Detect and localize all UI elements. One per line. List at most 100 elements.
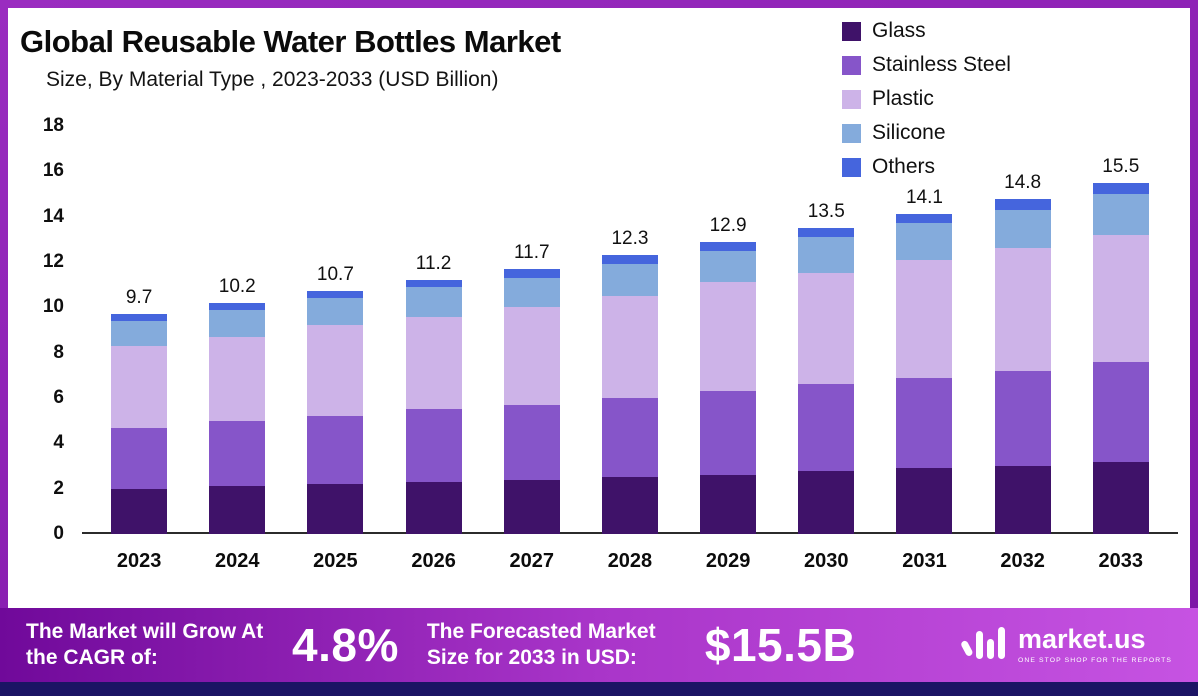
legend-label-others: Others <box>872 155 936 178</box>
x-axis-label-2031: 2031 <box>902 550 947 572</box>
forecast-label: The Forecasted Market Size for 2033 in U… <box>426 619 656 669</box>
segment-others-2030 <box>798 227 855 238</box>
bar-stack-2031 <box>896 214 953 534</box>
segment-stainless-steel-2025 <box>307 416 364 485</box>
y-axis-tick-6: 6 <box>53 387 64 408</box>
segment-plastic-2026 <box>405 316 462 410</box>
segment-silicone-2028 <box>601 264 658 297</box>
segment-silicone-2030 <box>798 237 855 274</box>
bar-stack-2028 <box>601 255 658 534</box>
y-axis-tick-2: 2 <box>53 477 64 499</box>
segment-others-2029 <box>700 241 757 251</box>
bar-column-2033: 15.5 2033 <box>1072 126 1169 590</box>
x-axis-label-2032: 2032 <box>1000 550 1045 572</box>
legend-item-glass: Glass <box>842 14 1011 48</box>
segment-glass-2026 <box>405 481 462 534</box>
segment-others-2032 <box>994 198 1051 210</box>
legend-swatch-plastic <box>842 89 861 109</box>
bar-column-2023: 9.7 2023 <box>90 126 187 590</box>
bar-column-2029: 12.9 2029 <box>680 126 777 590</box>
segment-others-2027 <box>503 268 560 278</box>
segment-silicone-2029 <box>700 250 757 283</box>
legend-item-stainless-steel: Stainless Steel <box>842 48 1011 82</box>
cagr-label: The Market will Grow At the CAGR of: <box>26 619 264 669</box>
segment-glass-2032 <box>994 466 1051 534</box>
bar-column-2032: 14.8 2032 <box>974 126 1071 590</box>
segment-stainless-steel-2030 <box>798 384 855 471</box>
bar-total-label-2026: 11.2 <box>415 253 452 275</box>
x-axis-label-2024: 2024 <box>215 550 260 572</box>
segment-stainless-steel-2027 <box>503 404 560 480</box>
segment-stainless-steel-2033 <box>1092 361 1149 462</box>
segment-plastic-2027 <box>503 307 560 405</box>
segment-silicone-2033 <box>1092 194 1149 235</box>
segment-plastic-2031 <box>896 259 953 378</box>
x-axis-label-2027: 2027 <box>509 550 555 572</box>
segment-glass-2033 <box>1092 461 1149 534</box>
legend-swatch-others <box>842 157 861 177</box>
bar-total-label-2028: 12.3 <box>611 228 649 250</box>
y-axis: 0 2 4 6 8 10 12 14 16 18 <box>18 115 80 544</box>
segment-plastic-2023 <box>111 345 168 428</box>
x-axis-label-2023: 2023 <box>116 550 162 572</box>
legend-swatch-glass <box>842 21 861 41</box>
bar-total-label-2027: 11.7 <box>513 241 550 263</box>
x-axis-label-2026: 2026 <box>411 550 456 572</box>
segment-silicone-2032 <box>994 209 1051 249</box>
chart-header: Global Reusable Water Bottles Market Siz… <box>20 24 561 92</box>
segment-plastic-2030 <box>798 273 855 385</box>
chart-title: Global Reusable Water Bottles Market <box>20 24 561 59</box>
bar-column-2028: 12.3 2028 <box>581 126 678 590</box>
segment-plastic-2033 <box>1092 234 1149 362</box>
segment-silicone-2027 <box>503 277 560 308</box>
segment-stainless-steel-2024 <box>209 420 266 487</box>
brand-text: market.us ONE STOP SHOP FOR THE REPORTS <box>1017 626 1172 665</box>
segment-glass-2028 <box>601 477 658 534</box>
segment-stainless-steel-2028 <box>601 398 658 478</box>
x-axis-label-2028: 2028 <box>607 550 653 572</box>
bar-total-label-2031: 14.1 <box>905 187 943 209</box>
segment-stainless-steel-2026 <box>405 409 462 482</box>
bar-column-2025: 10.7 2025 <box>287 126 384 590</box>
segment-stainless-steel-2032 <box>994 370 1051 466</box>
bar-stack-2026 <box>405 280 462 534</box>
y-axis-tick-18: 18 <box>42 115 64 136</box>
chart-area: 0 2 4 6 8 10 12 14 16 18 9.7 2023 10.2 2024 10.7 2025 1… <box>18 115 1180 590</box>
bar-total-label-2030: 13.5 <box>807 200 845 222</box>
legend-swatch-stainless-steel <box>842 55 861 75</box>
bar-stack-2030 <box>798 227 855 534</box>
y-axis-tick-0: 0 <box>53 523 64 544</box>
x-axis-label-2029: 2029 <box>705 550 751 572</box>
cagr-value: 4.8% <box>292 619 399 671</box>
segment-glass-2030 <box>798 470 855 534</box>
segment-others-2033 <box>1092 182 1149 195</box>
segment-others-2031 <box>896 214 953 224</box>
plot-area: 9.7 2023 10.2 2024 10.7 2025 11.2 2026 11.7 2027 1… <box>82 126 1178 590</box>
chart-subtitle: Size, By Material Type , 2023-2033 (USD … <box>46 68 499 91</box>
bar-total-label-2023: 9.7 <box>125 287 153 309</box>
segment-silicone-2031 <box>896 223 953 260</box>
bar-column-2026: 11.2 2026 <box>385 126 482 590</box>
x-axis-label-2025: 2025 <box>313 550 358 572</box>
segment-silicone-2024 <box>209 309 266 337</box>
segment-plastic-2024 <box>209 336 266 421</box>
y-axis-tick-16: 16 <box>42 160 64 182</box>
legend-swatch-silicone <box>842 123 861 143</box>
segment-others-2026 <box>405 280 462 288</box>
legend-label-silicone: Silicone <box>872 121 946 144</box>
segment-plastic-2029 <box>700 282 757 392</box>
bar-total-label-2032: 14.8 <box>1004 171 1042 193</box>
bar-column-2027: 11.7 2027 <box>483 126 580 590</box>
footer-banner: The Market will Grow At the CAGR of: 4.8… <box>0 608 1198 682</box>
segment-others-2028 <box>601 255 658 265</box>
y-axis-tick-8: 8 <box>53 341 64 363</box>
segment-glass-2027 <box>503 479 560 534</box>
segment-glass-2023 <box>111 488 168 534</box>
legend: Glass Stainless Steel Plastic Silicone Other… <box>842 14 1011 184</box>
brand-tagline: ONE STOP SHOP FOR THE REPORTS <box>1017 657 1172 664</box>
bars-container: 9.7 2023 10.2 2024 10.7 2025 11.2 2026 11.7 2027 1… <box>82 126 1178 590</box>
segment-plastic-2032 <box>994 248 1051 371</box>
bar-stack-2025 <box>307 291 364 534</box>
legend-label-glass: Glass <box>872 19 926 42</box>
